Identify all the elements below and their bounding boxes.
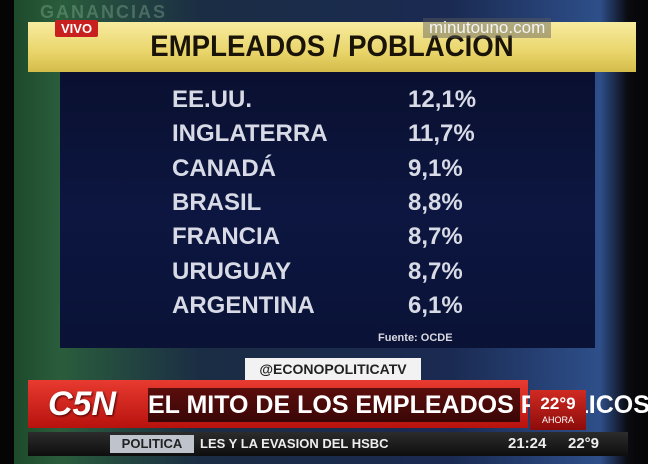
source-note: Fuente: OCDE bbox=[378, 332, 453, 344]
background-text: GANANCIAS bbox=[40, 2, 168, 22]
live-badge: VIVO bbox=[55, 20, 99, 37]
clock: 21:24 bbox=[508, 435, 547, 452]
site-watermark: minutouno.com bbox=[423, 18, 552, 38]
ratio: 8,7% bbox=[408, 257, 463, 285]
title-bar: EMPLEADOS / POBLACION bbox=[28, 22, 636, 72]
ratio: 12,1% bbox=[408, 86, 477, 113]
headline: EL MITO DE LOS EMPLEADOS PUBLICOS bbox=[148, 388, 648, 422]
country: INGLATERRA bbox=[172, 120, 328, 148]
table-row: EE.UU. 12,1% bbox=[60, 86, 595, 120]
table-row: FRANCIA 8,7% bbox=[60, 223, 595, 257]
country: URUGUAY bbox=[172, 257, 292, 285]
country: FRANCIA bbox=[172, 223, 280, 251]
ticker-text: LES Y LA EVASION DEL HSBC bbox=[200, 436, 389, 451]
ratio: 8,7% bbox=[408, 223, 463, 251]
table-row: URUGUAY 8,7% bbox=[60, 258, 595, 292]
table-row: ARGENTINA 6,1% bbox=[60, 292, 595, 326]
country: BRASIL bbox=[172, 188, 262, 216]
table-panel: EE.UU. 12,1% INGLATERRA 11,7% CANADÁ 9,1% BRAS… bbox=[60, 72, 595, 348]
ratio: 9,1% bbox=[408, 154, 463, 182]
ratio: 8,8% bbox=[408, 188, 463, 216]
weather-label: AHORA bbox=[541, 415, 574, 425]
country: ARGENTINA bbox=[172, 291, 315, 319]
table-row: CANADÁ 9,1% bbox=[60, 155, 595, 189]
lower-third: C5N EL MITO DE LOS EMPLEADOS PUBLICOS bbox=[28, 380, 648, 428]
table-row: BRASIL 8,8% bbox=[60, 189, 595, 223]
table-row: INGLATERRA 11,7% bbox=[60, 120, 595, 154]
country: EE.UU. bbox=[172, 86, 253, 113]
channel-logo: C5N bbox=[48, 385, 117, 423]
ticker: POLITICA LES Y LA EVASION DEL HSBC 21:24… bbox=[28, 432, 628, 456]
social-handle: @ECONOPOLITICATV bbox=[245, 358, 421, 380]
country: CANADÁ bbox=[172, 154, 276, 182]
ticker-temperature: 22°9 bbox=[568, 435, 600, 452]
ratio: 11,7% bbox=[408, 120, 475, 148]
table-title: EMPLEADOS / POBLACION bbox=[150, 30, 514, 63]
temperature: 22°9 bbox=[540, 394, 576, 413]
ratio: 6,1% bbox=[408, 291, 463, 319]
weather-box: 22°9 AHORA bbox=[530, 390, 586, 430]
ticker-section: POLITICA bbox=[110, 435, 194, 453]
